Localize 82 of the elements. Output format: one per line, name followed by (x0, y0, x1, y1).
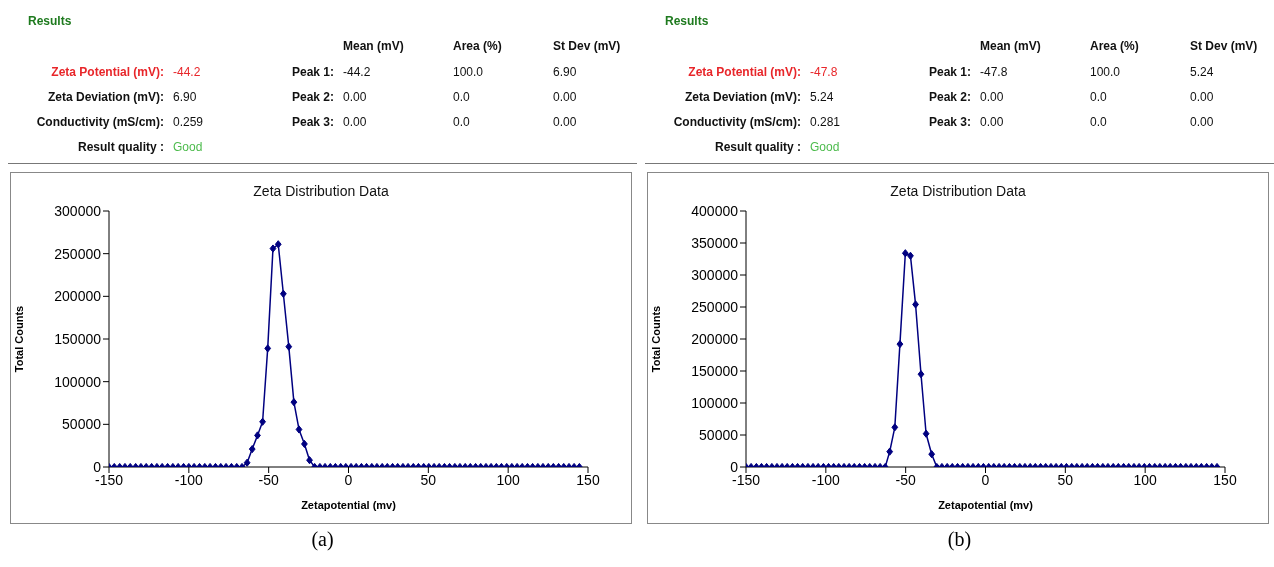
y-tick-label: 150000 (54, 330, 102, 347)
x-tick-label: 100 (1133, 471, 1158, 488)
x-axis-title: Zetapotential (mv) (301, 499, 397, 511)
text: Conductivity (mS/cm): (36, 115, 164, 129)
y-tick-label: 100000 (54, 373, 102, 390)
text: -44.2 (173, 65, 201, 79)
text: 0.0 (1090, 90, 1107, 104)
text: Zeta Potential (mV): (688, 65, 801, 79)
text: Peak 3: (928, 115, 971, 129)
text: 0.00 (553, 90, 577, 104)
text: Zeta Potential (mV): (51, 65, 164, 79)
text: Zeta Deviation (mV): (47, 90, 164, 104)
x-tick-label: -50 (258, 471, 279, 488)
x-tick-label: 150 (1213, 471, 1237, 488)
x-tick-label: -50 (895, 471, 916, 488)
text: 6.90 (553, 65, 577, 79)
text: 5.24 (1190, 65, 1214, 79)
text: Peak 2: (928, 90, 971, 104)
chart-title: Zeta Distribution Data (252, 183, 390, 199)
y-axis-title: Total Counts (12, 305, 25, 373)
y-tick-label: 400000 (691, 202, 739, 219)
y-tick-label: 300000 (691, 266, 739, 283)
text: 0.00 (980, 115, 1004, 129)
y-tick-label: 100000 (691, 394, 739, 411)
y-axis-title: Total Counts (649, 305, 662, 373)
text: -47.8 (810, 65, 838, 79)
text: Good (173, 140, 203, 154)
text: -47.8 (980, 65, 1008, 79)
text: 0.00 (1190, 90, 1214, 104)
text: 0.00 (1190, 115, 1214, 129)
x-tick-label: 50 (1057, 471, 1074, 488)
x-tick-label: 150 (576, 471, 600, 488)
text: 5.24 (810, 90, 834, 104)
text: Mean (mV) (343, 39, 404, 53)
x-tick-label: 0 (344, 471, 353, 488)
text: -44.2 (343, 65, 371, 79)
text: Conductivity (mS/cm): (673, 115, 801, 129)
text: 6.90 (173, 90, 197, 104)
text: 100.0 (453, 65, 484, 79)
x-tick-label: -100 (811, 471, 841, 488)
text: 100.0 (1090, 65, 1121, 79)
text: Results (28, 14, 72, 28)
x-tick-label: 100 (496, 471, 521, 488)
text: Mean (mV) (980, 39, 1041, 53)
y-tick-label: 50000 (62, 416, 102, 433)
text: (b) (946, 528, 973, 551)
y-tick-label: 200000 (54, 288, 102, 305)
text: St Dev (mV) (1190, 39, 1258, 53)
text: 0.0 (453, 90, 470, 104)
x-tick-label: 50 (420, 471, 437, 488)
y-tick-label: 300000 (54, 202, 102, 219)
text: Peak 3: (291, 115, 334, 129)
chart-title: Zeta Distribution Data (889, 183, 1027, 199)
text: 0.259 (173, 115, 204, 129)
text: 0.00 (343, 115, 367, 129)
text: 0.0 (453, 115, 470, 129)
text: Peak 1: (928, 65, 971, 79)
x-tick-label: 0 (981, 471, 990, 488)
y-tick-label: 200000 (691, 330, 739, 347)
text: St Dev (mV) (553, 39, 621, 53)
text: Good (810, 140, 840, 154)
text: Area (%) (1090, 39, 1139, 53)
text: Result quality : (77, 140, 164, 154)
text: 0.00 (343, 90, 367, 104)
text: Zeta Deviation (mV): (684, 90, 801, 104)
text: (a) (310, 528, 335, 551)
text: Peak 1: (291, 65, 334, 79)
text: 0.281 (810, 115, 841, 129)
y-tick-label: 350000 (691, 234, 739, 251)
y-tick-label: 150000 (691, 362, 739, 379)
x-tick-label: -100 (174, 471, 204, 488)
text: 0.00 (553, 115, 577, 129)
text: 0.0 (1090, 115, 1107, 129)
text: Results (665, 14, 709, 28)
x-axis-title: Zetapotential (mv) (938, 499, 1034, 511)
text: Peak 2: (291, 90, 334, 104)
y-tick-label: 250000 (54, 245, 102, 262)
y-tick-label: 50000 (699, 426, 739, 443)
y-tick-label: 250000 (691, 298, 739, 315)
text: Result quality : (714, 140, 801, 154)
text: 0.00 (980, 90, 1004, 104)
text: Area (%) (453, 39, 502, 53)
